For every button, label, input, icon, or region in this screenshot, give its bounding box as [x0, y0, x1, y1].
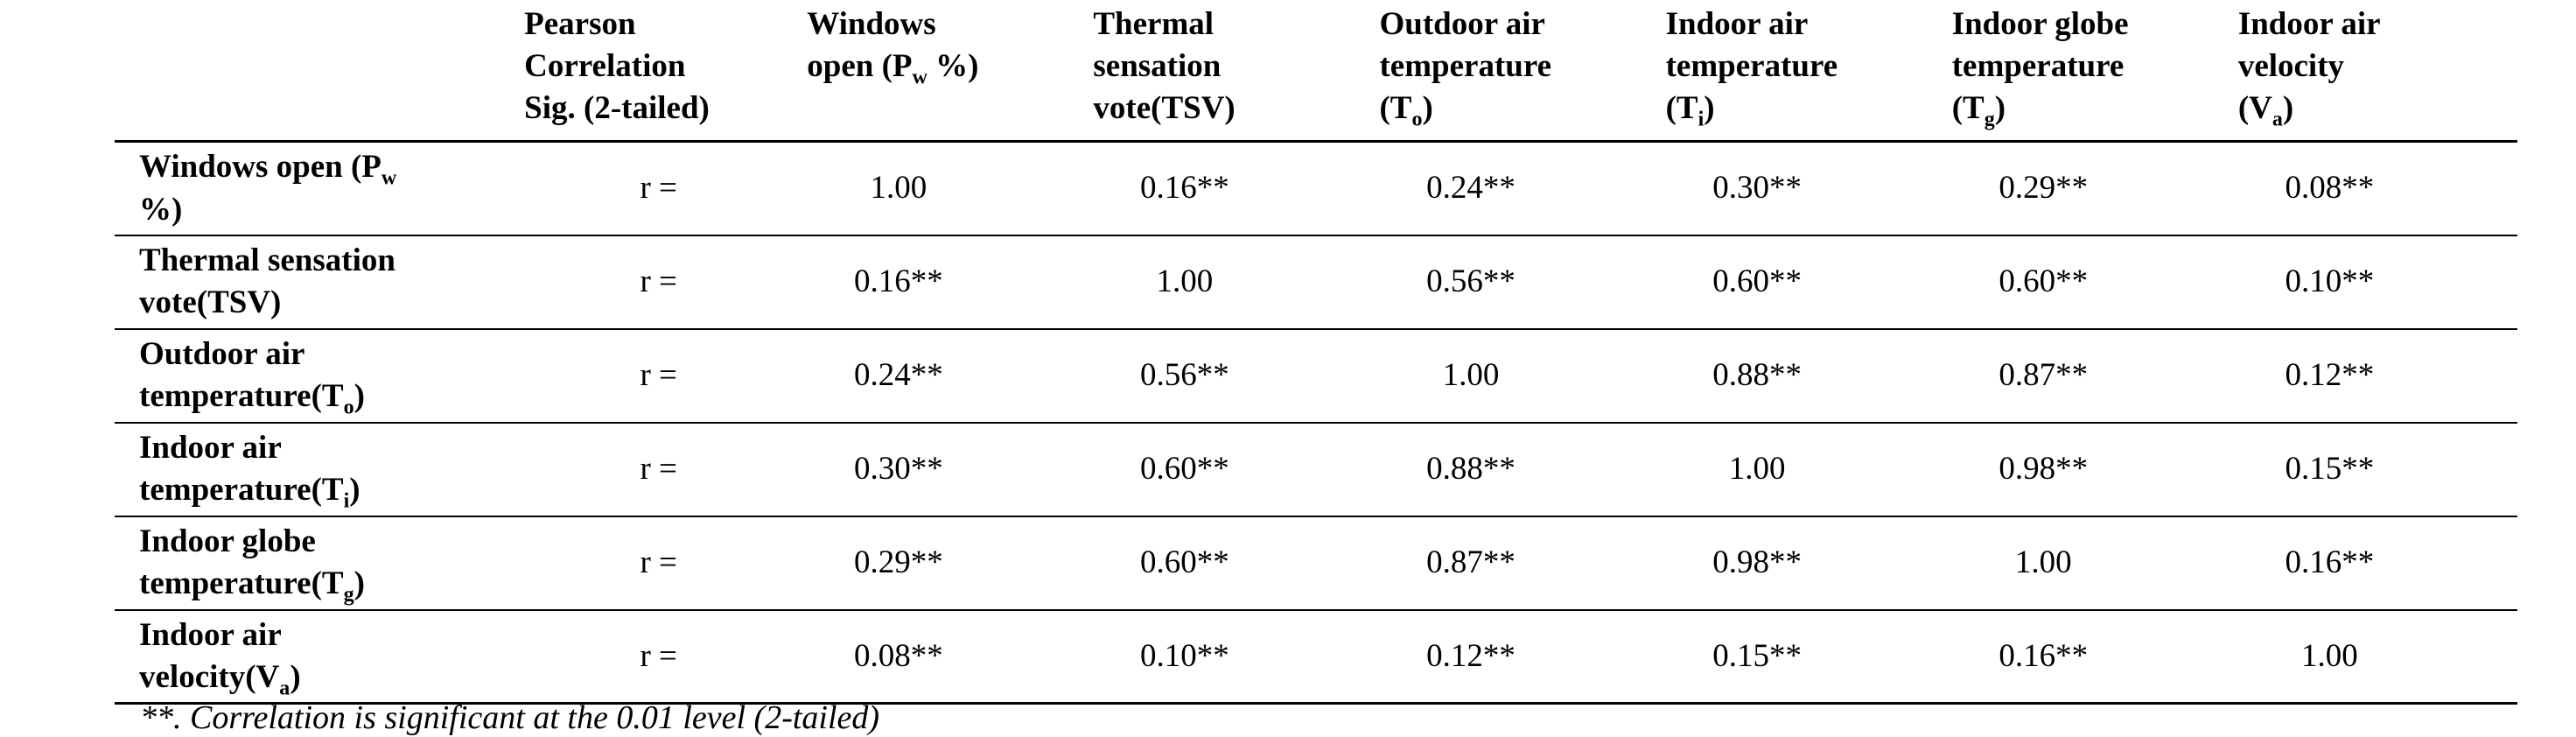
corr-value: 0.98**	[1658, 516, 1945, 611]
corr-value: 0.08**	[800, 609, 1087, 705]
corr-value: 0.10**	[1086, 609, 1373, 705]
corr-value: 0.12**	[1372, 609, 1659, 705]
corr-value: 0.56**	[1372, 235, 1659, 330]
col-header-indoor-air-temperature: Indoor air temperature (Ti)	[1658, 0, 1945, 144]
corr-value: 1.00	[1658, 422, 1945, 517]
corner-cell	[115, 0, 518, 144]
row-outdoor-air-temperature: Outdoor air temperature(To) r = 0.24** 0.…	[115, 328, 2517, 424]
row-label-windows-open: Windows open (Pw%)	[115, 141, 518, 236]
corr-value: 0.12**	[2230, 328, 2517, 424]
corr-value: 1.00	[1372, 328, 1659, 424]
corr-value: 0.87**	[1372, 516, 1659, 611]
corr-value: 0.60**	[1944, 235, 2231, 330]
corr-value: 0.08**	[2230, 141, 2517, 236]
corr-value: 0.24**	[1372, 141, 1659, 236]
corr-value: 1.00	[800, 141, 1087, 236]
corr-value: 0.88**	[1372, 422, 1659, 517]
corr-value: 0.16**	[1944, 609, 2231, 705]
corr-value: 0.60**	[1086, 422, 1373, 517]
corr-value: 0.16**	[2230, 516, 2517, 611]
corr-value: 0.56**	[1086, 328, 1373, 424]
r-label: r =	[517, 609, 801, 705]
row-label-outdoor-air-temperature: Outdoor air temperature(To)	[115, 328, 518, 424]
row-windows-open: Windows open (Pw%) r = 1.00 0.16** 0.24*…	[115, 141, 2517, 236]
r-label: r =	[517, 235, 801, 330]
corr-value: 0.60**	[1086, 516, 1373, 611]
corr-value: 0.16**	[1086, 141, 1373, 236]
r-label: r =	[517, 422, 801, 517]
corr-value: 0.98**	[1944, 422, 2231, 517]
row-label-thermal-sensation-vote: Thermal sensation vote(TSV)	[115, 235, 518, 330]
corr-value: 0.24**	[800, 328, 1087, 424]
col-header-windows-open: Windows open (Pw %)	[800, 0, 1087, 144]
row-indoor-air-temperature: Indoor air temperature(Ti) r = 0.30** 0.6…	[115, 422, 2517, 517]
corr-value: 1.00	[1086, 235, 1373, 330]
col-header-pearson-correlation: Pearson Correlation Sig. (2-tailed)	[517, 0, 801, 144]
table-footnote: **. Correlation is significant at the 0.…	[140, 699, 880, 736]
r-label: r =	[517, 328, 801, 424]
header-row: Pearson Correlation Sig. (2-tailed) Window…	[115, 0, 2517, 144]
corr-value: 1.00	[1944, 516, 2231, 611]
col-header-outdoor-air-temperature: Outdoor air temperature (To)	[1372, 0, 1659, 144]
corr-value: 0.88**	[1658, 328, 1945, 424]
corr-value: 0.30**	[1658, 141, 1945, 236]
row-label-indoor-globe-temperature: Indoor globe temperature(Tg)	[115, 516, 518, 611]
corr-value: 0.30**	[800, 422, 1087, 517]
row-label-indoor-air-velocity: Indoor air velocity(Va)	[115, 609, 518, 705]
corr-value: 1.00	[2230, 609, 2517, 705]
corr-value: 0.16**	[800, 235, 1087, 330]
corr-value: 0.87**	[1944, 328, 2231, 424]
r-label: r =	[517, 141, 801, 236]
col-header-indoor-air-velocity: Indoor air velocity (Va)	[2230, 0, 2517, 144]
row-label-indoor-air-temperature: Indoor air temperature(Ti)	[115, 422, 518, 517]
corr-value: 0.29**	[1944, 141, 2231, 236]
row-indoor-air-velocity: Indoor air velocity(Va) r = 0.08** 0.10**…	[115, 609, 2517, 705]
corr-value: 0.29**	[800, 516, 1087, 611]
r-label: r =	[517, 516, 801, 611]
corr-value: 0.15**	[1658, 609, 1945, 705]
col-header-thermal-sensation-vote: Thermal sensation vote(TSV)	[1086, 0, 1373, 144]
corr-value: 0.60**	[1658, 235, 1945, 330]
col-header-indoor-globe-temperature: Indoor globe temperature (Tg)	[1944, 0, 2231, 144]
correlation-table: Pearson Correlation Sig. (2-tailed) Window…	[115, 0, 2517, 705]
row-thermal-sensation-vote: Thermal sensation vote(TSV) r = 0.16** 1.…	[115, 235, 2517, 330]
corr-value: 0.10**	[2230, 235, 2517, 330]
row-indoor-globe-temperature: Indoor globe temperature(Tg) r = 0.29** 0…	[115, 516, 2517, 611]
corr-value: 0.15**	[2230, 422, 2517, 517]
